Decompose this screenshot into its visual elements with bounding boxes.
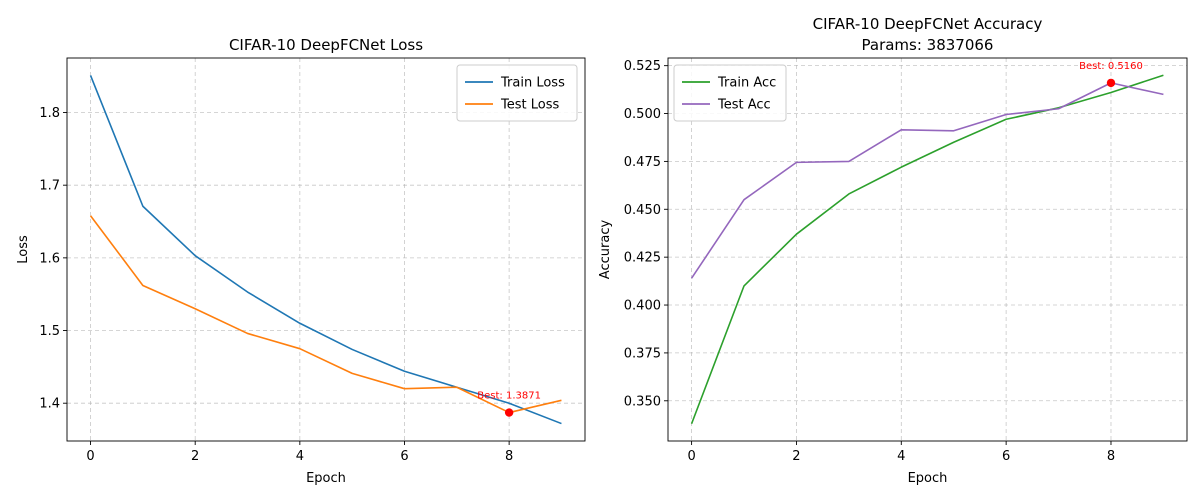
legend: Train Acc Test Acc (673, 64, 787, 122)
y-tick-label: 0.525 (624, 59, 661, 74)
y-axis-label: Loss (16, 235, 31, 264)
y-tick-label: 1.4 (39, 397, 60, 412)
chart-title: CIFAR-10 DeepFCNet Loss (229, 36, 423, 54)
series-line-train-acc (690, 74, 1164, 425)
x-tick-label: 2 (191, 449, 199, 464)
chart-subtitle: Params: 3837066 (862, 36, 994, 54)
legend-label: Train Loss (500, 76, 565, 91)
y-tick-label: 0.475 (624, 155, 661, 170)
axes-frame (667, 57, 1188, 442)
y-tick-label: 1.5 (39, 324, 60, 339)
best-point-marker (1106, 78, 1116, 88)
y-tick-label: 0.375 (624, 346, 661, 361)
best-annotation: Best: 0.5160 (1079, 61, 1143, 72)
axes-frame (66, 57, 586, 442)
x-tick-label: 8 (1107, 449, 1115, 464)
legend: Train Loss Test Loss (456, 64, 578, 122)
legend-label: Test Acc (717, 98, 771, 113)
best-point-marker (504, 408, 514, 417)
best-annotation: Best: 1.3871 (477, 391, 541, 402)
x-tick-label: 0 (687, 449, 695, 464)
y-tick-label: 0.400 (624, 299, 661, 314)
x-tick-label: 6 (1002, 449, 1010, 464)
x-tick-label: 6 (400, 449, 408, 464)
x-tick-label: 8 (505, 449, 513, 464)
legend-box (456, 64, 578, 122)
y-tick-label: 0.500 (624, 107, 661, 122)
y-tick-label: 1.6 (39, 251, 60, 266)
y-axis-label: Accuracy (598, 220, 613, 280)
series-line-train-loss (89, 75, 562, 425)
legend-label: Train Acc (717, 76, 776, 91)
x-tick-label: 4 (897, 449, 905, 464)
series-line-test-acc (690, 82, 1164, 279)
y-tick-label: 0.350 (624, 394, 661, 409)
y-tick-label: 1.8 (39, 106, 60, 121)
x-tick-label: 2 (792, 449, 800, 464)
x-tick-label: 0 (86, 449, 94, 464)
x-tick-label: 4 (296, 449, 304, 464)
x-axis-label: Epoch (306, 471, 346, 486)
accuracy-chart-panel: Best: 0.5160 0 2 4 6 8 0.350 0.375 0.400 0.425 0.4… (598, 15, 1188, 486)
series-line-test-loss (89, 215, 562, 414)
y-tick-label: 0.450 (624, 203, 661, 218)
legend-label: Test Loss (500, 98, 559, 113)
legend-box (673, 64, 787, 122)
y-tick-label: 1.7 (39, 179, 60, 194)
chart-title: CIFAR-10 DeepFCNet Accuracy (813, 15, 1043, 33)
loss-chart-panel: Best: 1.3871 0 2 4 6 8 1.4 1.5 1.6 1.7 1.8 Epoch Los… (16, 36, 586, 486)
x-axis-label: Epoch (908, 471, 948, 486)
y-tick-label: 0.425 (624, 251, 661, 266)
